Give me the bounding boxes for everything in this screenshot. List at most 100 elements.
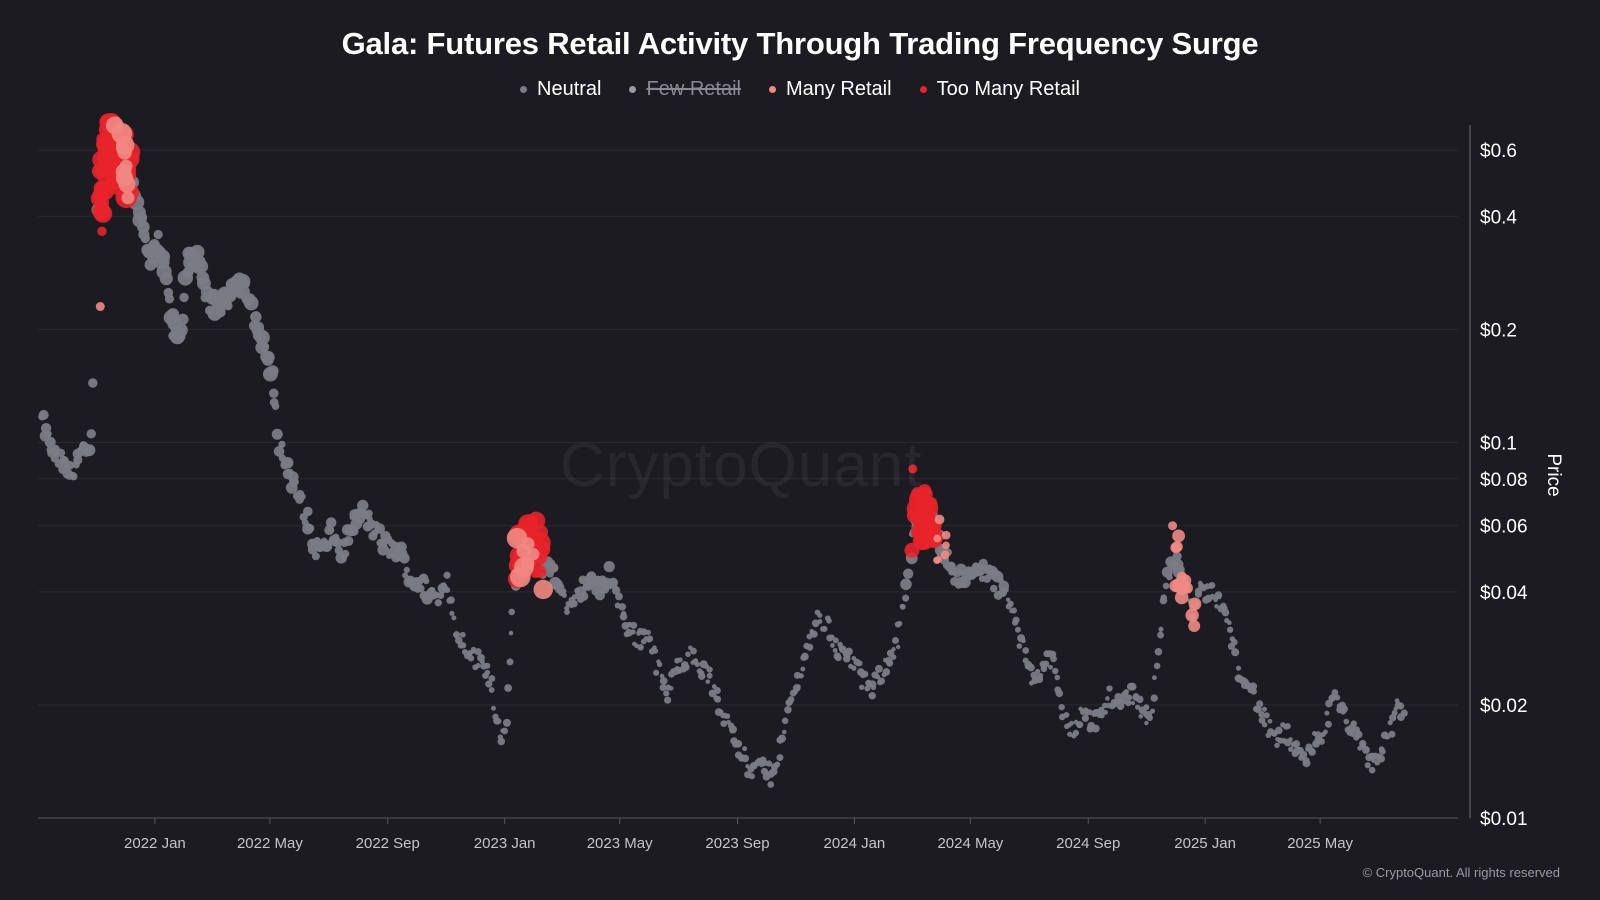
neutral-point (399, 552, 410, 564)
many-retail-point (1172, 529, 1186, 543)
neutral-point (1400, 709, 1408, 717)
neutral-point (502, 718, 511, 727)
neutral-point (1126, 694, 1133, 701)
neutral-point (320, 540, 333, 552)
neutral-point (1005, 597, 1011, 602)
legend-item-many-retail[interactable]: Many Retail (768, 78, 892, 101)
neutral-point (291, 478, 299, 486)
neutral-point (1323, 729, 1328, 735)
neutral-point (571, 594, 578, 600)
neutral-point (1012, 616, 1020, 624)
neutral-point (652, 648, 659, 654)
legend-item-too-many-retail[interactable]: Too Many Retail (919, 78, 1080, 101)
x-tick-label: 2023 Jan (474, 835, 536, 852)
neutral-point (630, 629, 636, 635)
neutral-point (325, 517, 337, 528)
neutral-point (153, 229, 163, 240)
neutral-point (377, 543, 390, 556)
neutral-point (479, 658, 485, 664)
neutral-point (1221, 608, 1230, 617)
many-retail-point (933, 534, 942, 543)
neutral-point (1235, 665, 1242, 671)
neutral-point (447, 596, 455, 604)
neutral-point (266, 365, 279, 378)
neutral-point (613, 586, 620, 592)
neutral-point (778, 734, 787, 743)
too-many-retail-point (911, 487, 925, 501)
neutral-point (1069, 720, 1074, 726)
many-retail-point (1185, 608, 1199, 622)
neutral-point (501, 727, 509, 735)
neutral-point (724, 713, 731, 720)
too-many-retail-point (925, 522, 940, 536)
legend-item-few-retail[interactable]: Few Retail (629, 78, 741, 101)
neutral-point (1166, 573, 1173, 581)
neutral-point (88, 378, 98, 388)
neutral-point (1194, 587, 1203, 595)
neutral-point (1324, 720, 1332, 728)
neutral-point (1130, 700, 1136, 706)
many-retail-point (117, 145, 132, 160)
neutral-point (484, 669, 491, 676)
many-retail-point (934, 514, 945, 525)
legend-item-neutral[interactable]: Neutral (520, 78, 601, 101)
neutral-point (155, 249, 171, 265)
many-retail-point (115, 169, 134, 187)
chart-legend: Neutral Few Retail Many Retail Too Many … (0, 78, 1600, 101)
neutral-point (845, 647, 853, 656)
neutral-point (1152, 675, 1157, 681)
neutral-point (1396, 702, 1405, 710)
many-retail-point (1174, 590, 1189, 605)
x-tick-label: 2025 Jan (1174, 835, 1236, 852)
legend-label: Few Retail (646, 78, 741, 100)
neutral-point (570, 599, 578, 608)
neutral-point (1377, 754, 1386, 763)
neutral-point (194, 259, 209, 274)
neutral-point (1150, 694, 1158, 702)
neutral-point (434, 599, 442, 607)
neutral-point (69, 472, 78, 481)
y-tick-label: $0.06 (1480, 517, 1528, 538)
many-retail-point (942, 541, 950, 550)
neutral-point (1226, 626, 1234, 633)
neutral-point (899, 603, 906, 610)
neutral-point (175, 331, 186, 342)
too-many-retail-point (97, 226, 107, 236)
neutral-point (832, 648, 838, 653)
many-retail-point (933, 556, 941, 564)
too-many-retail-point (98, 161, 107, 169)
neutral-point (677, 657, 683, 663)
neutral-point (868, 692, 876, 700)
too-many-retail-point (97, 212, 106, 221)
legend-label: Many Retail (785, 78, 892, 100)
x-tick-label: 2024 Sep (1056, 835, 1120, 852)
neutral-point (374, 523, 385, 534)
neutral-point (459, 642, 467, 649)
neutral-point (1144, 720, 1149, 726)
neutral-point (902, 594, 910, 602)
neutral-point (653, 669, 660, 676)
many-retail-point (1168, 521, 1178, 531)
neutral-point (1324, 710, 1330, 716)
neutral-point (164, 294, 175, 304)
neutral-point (830, 643, 835, 648)
neutral-point (713, 687, 721, 695)
neutral-point (250, 311, 262, 323)
neutral-point (1135, 704, 1141, 710)
neutral-point (800, 666, 806, 672)
neutral-point (508, 608, 515, 616)
neutral-point (1391, 709, 1398, 716)
neutral-point (1261, 722, 1268, 728)
neutral-point (1022, 647, 1030, 654)
neutral-point (1123, 689, 1129, 695)
legend-dot-icon (919, 86, 927, 93)
neutral-point (44, 436, 56, 448)
neutral-point (886, 659, 894, 667)
neutral-point (1368, 766, 1376, 774)
neutral-point (798, 673, 804, 679)
neutral-point (1250, 688, 1257, 695)
neutral-point (1037, 672, 1044, 679)
neutral-point (490, 705, 496, 711)
neutral-point (834, 654, 842, 662)
